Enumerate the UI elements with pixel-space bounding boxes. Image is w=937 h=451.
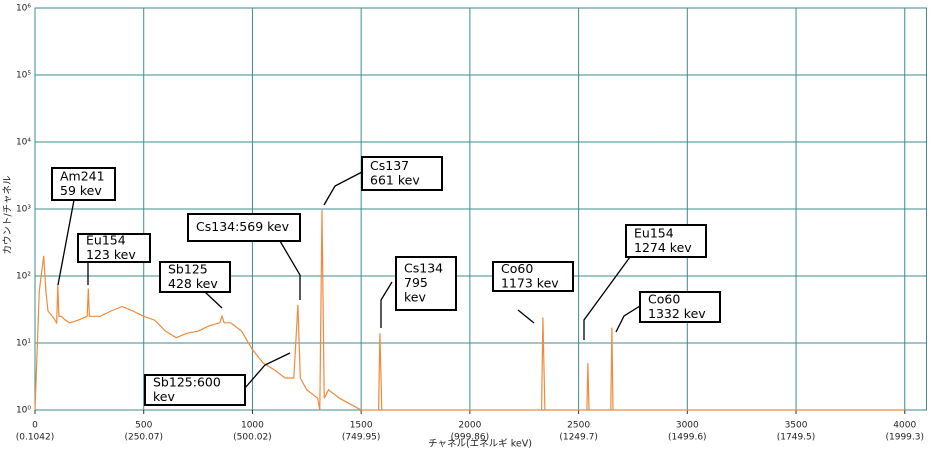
callout-text: Co60: [501, 261, 533, 276]
callout-box: [492, 261, 574, 292]
x-axis-label: チャネル(エネルギ keV): [428, 439, 532, 450]
y-tick-label: 10⁴: [16, 138, 31, 148]
callout-leader: [323, 171, 363, 206]
x-tick-energy-label: (1499.6): [668, 433, 707, 443]
callout-text: 795: [404, 275, 428, 290]
callout-leader: [279, 240, 301, 300]
y-tick-label: 10²: [16, 272, 31, 282]
callout-text: Eu154: [86, 232, 126, 247]
x-tick-label: 3000: [676, 421, 699, 431]
callout-leader: [583, 256, 631, 340]
callout-text: 428 kev: [168, 276, 218, 291]
callout-text: Co60: [648, 291, 680, 306]
spectrum-line: [34, 209, 905, 411]
x-tick-label: 2000: [458, 421, 481, 431]
callout-box: [77, 233, 151, 263]
x-tick-energy-label: (500.02): [233, 433, 272, 443]
callout-leader: [517, 309, 535, 324]
callout-text: Cs134:569 kev: [196, 219, 290, 234]
callout-box: [625, 224, 707, 258]
x-tick-energy-label: (1749.5): [777, 433, 816, 443]
callout-box: [187, 213, 301, 242]
callout-leader: [380, 281, 393, 328]
x-tick-label: 0: [32, 421, 38, 431]
callout-box: [51, 167, 116, 201]
x-tick-energy-label: (0.1042): [16, 433, 55, 443]
callout-text: kev: [153, 389, 175, 404]
callout-text: 1274 kev: [634, 240, 692, 255]
x-tick-label: 4000: [893, 421, 916, 431]
callout-text: 1173 kev: [501, 275, 559, 290]
callout-text: Sb125:600: [153, 374, 221, 389]
x-tick-label: 1000: [241, 421, 264, 431]
callout-text: 1332 kev: [648, 306, 706, 321]
callout-text: 661 kev: [370, 172, 420, 187]
x-tick-energy-label: (1999.3): [885, 433, 924, 443]
y-tick-label: 10³: [16, 205, 31, 215]
callout-box: [159, 261, 231, 293]
callout-text: Eu154: [634, 225, 674, 240]
callout-text: 59 kev: [60, 183, 102, 198]
x-tick-energy-label: (1249.7): [559, 433, 598, 443]
callout-text: kev: [404, 290, 426, 305]
x-tick-energy-label: (250.07): [124, 433, 163, 443]
x-tick-energy-label: (999.86): [451, 433, 490, 443]
callout-text: Sb125: [168, 261, 208, 276]
callout-leader: [57, 199, 75, 286]
x-tick-label: 3500: [785, 421, 808, 431]
callout-text: 123 kev: [86, 247, 136, 262]
callout-box: [361, 156, 443, 191]
callout-box: [144, 374, 246, 406]
callout-text: Cs137: [370, 158, 409, 173]
callout-leader: [615, 305, 641, 333]
x-tick-label: 1500: [350, 421, 373, 431]
y-axis-label: カウント/チャネル: [3, 175, 14, 255]
x-tick-label: 500: [135, 421, 152, 431]
callout-box: [639, 291, 721, 323]
y-tick-label: 10⁶: [16, 4, 31, 14]
x-tick-label: 2500: [567, 421, 590, 431]
callout-leader: [244, 352, 291, 389]
callout-text: Cs134: [404, 261, 443, 276]
callout-box: [395, 256, 457, 311]
y-tick-label: 10⁰: [16, 406, 31, 416]
callout-text: Am241: [60, 168, 105, 183]
y-tick-label: 10⁵: [16, 71, 31, 81]
x-tick-energy-label: (749.95): [342, 433, 381, 443]
callout-leader: [204, 291, 223, 309]
y-tick-label: 10¹: [16, 339, 31, 349]
